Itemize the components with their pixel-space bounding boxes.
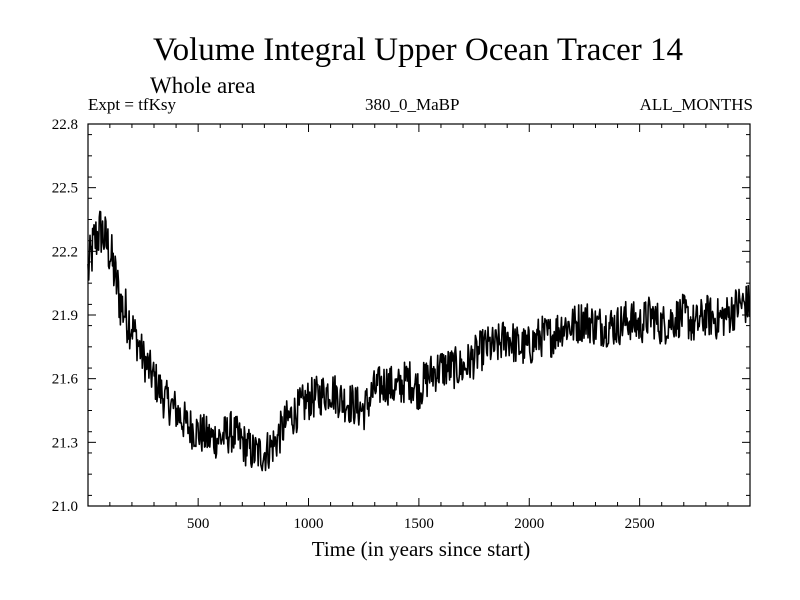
- chart-subtitle: Whole area: [150, 73, 256, 98]
- y-tick-label: 21.9: [52, 308, 78, 324]
- run-label: 380_0_MaBP: [365, 95, 460, 114]
- x-axis-label: Time (in years since start): [311, 537, 531, 561]
- x-tick-label: 2000: [514, 516, 544, 532]
- x-tick-label: 2500: [625, 516, 655, 532]
- y-tick-label: 21.6: [52, 372, 79, 388]
- experiment-label: Expt = tfKsy: [88, 95, 176, 114]
- x-tick-label: 1500: [404, 516, 434, 532]
- y-tick-label: 22.8: [52, 117, 78, 133]
- x-tick-label: 500: [187, 516, 210, 532]
- y-tick-label: 21.0: [52, 499, 78, 515]
- months-label: ALL_MONTHS: [639, 95, 753, 114]
- y-tick-label: 22.2: [52, 244, 78, 260]
- series-line: [87, 210, 751, 472]
- y-tick-label: 21.3: [52, 435, 78, 451]
- y-tick-label: 22.5: [52, 181, 78, 197]
- chart-title: Volume Integral Upper Ocean Tracer 14: [153, 32, 683, 68]
- x-tick-label: 1000: [294, 516, 324, 532]
